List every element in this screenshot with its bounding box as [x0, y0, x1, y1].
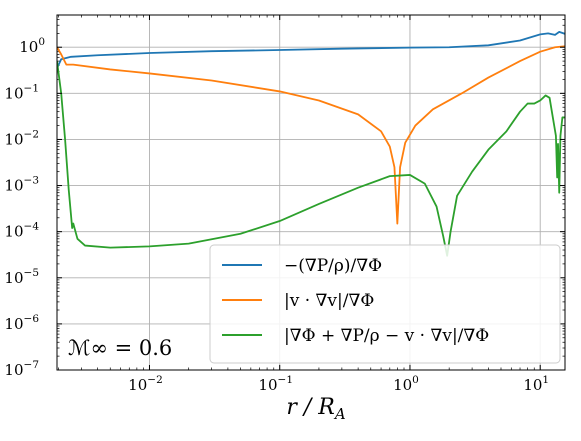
y-tick-label: 10−2 — [4, 128, 39, 148]
y-tick-label: 100 — [19, 36, 45, 56]
y-tick-label: 10−7 — [4, 359, 39, 379]
series-line-2 — [57, 45, 565, 225]
plot-frame — [56, 14, 566, 371]
series-line-1 — [57, 31, 565, 69]
y-tick-label: 10−6 — [4, 313, 39, 333]
x-tick-label: 100 — [393, 374, 419, 394]
legend-label-1: −(∇P/ρ)/∇Φ — [284, 256, 382, 276]
x-axis-title: r / RA — [286, 395, 345, 423]
y-tick-label: 10−3 — [4, 175, 39, 195]
y-tick-label: 10−5 — [4, 267, 39, 287]
legend-label-2: |v · ∇v|/∇Φ — [284, 291, 374, 311]
x-tick-label: 10−1 — [258, 374, 293, 394]
x-tick-label: 10−2 — [128, 374, 163, 394]
mach-number-annotation: ℳ∞ = 0.6 — [68, 336, 172, 360]
legend-box — [209, 244, 561, 364]
y-tick-label: 10−1 — [4, 82, 39, 102]
series-group — [57, 31, 565, 257]
y-tick-label: 10−4 — [4, 221, 39, 241]
legend-label-3: |∇Φ + ∇P/ρ − v · ∇v|/∇Φ — [284, 326, 489, 346]
series-line-3 — [57, 60, 565, 257]
y-axis: 100 10−1 10−2 10−3 10−4 10−5 10−6 10−7 — [4, 36, 565, 379]
legend: −(∇P/ρ)/∇Φ |v · ∇v|/∇Φ |∇Φ + ∇P/ρ − v · ∇v… — [209, 244, 561, 364]
x-axis: 10−2 10−1 100 101 — [128, 15, 549, 394]
x-tick-label: 101 — [523, 374, 549, 394]
